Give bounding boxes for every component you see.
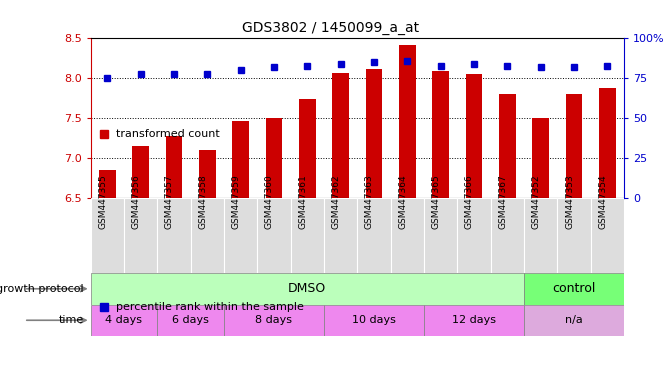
FancyBboxPatch shape <box>224 198 257 273</box>
Bar <box>299 99 315 198</box>
Text: GSM447353: GSM447353 <box>565 174 574 229</box>
FancyBboxPatch shape <box>590 198 624 273</box>
Bar <box>91 273 524 305</box>
Text: GSM447354: GSM447354 <box>599 175 607 229</box>
Text: GSM447365: GSM447365 <box>431 174 441 229</box>
Text: GSM447362: GSM447362 <box>331 175 341 229</box>
FancyBboxPatch shape <box>324 198 357 273</box>
Bar <box>524 305 624 336</box>
Text: percentile rank within the sample: percentile rank within the sample <box>116 302 304 312</box>
Text: time: time <box>58 315 84 325</box>
Bar <box>532 118 549 198</box>
Bar <box>157 305 224 336</box>
Text: GSM447357: GSM447357 <box>165 174 174 229</box>
Text: GSM447355: GSM447355 <box>98 174 107 229</box>
Text: 4 days: 4 days <box>105 315 142 325</box>
Text: growth protocol: growth protocol <box>0 284 84 294</box>
Bar <box>566 94 582 198</box>
Bar <box>91 305 157 336</box>
FancyBboxPatch shape <box>424 198 458 273</box>
Text: 6 days: 6 days <box>172 315 209 325</box>
Text: n/a: n/a <box>565 315 583 325</box>
FancyBboxPatch shape <box>291 198 324 273</box>
FancyBboxPatch shape <box>491 198 524 273</box>
FancyBboxPatch shape <box>157 198 191 273</box>
Text: GSM447359: GSM447359 <box>231 174 241 229</box>
Text: GSM447366: GSM447366 <box>465 174 474 229</box>
Bar <box>424 305 524 336</box>
FancyBboxPatch shape <box>458 198 491 273</box>
Text: GSM447361: GSM447361 <box>299 174 307 229</box>
Bar <box>432 71 449 198</box>
Text: GSM447364: GSM447364 <box>399 175 407 229</box>
Bar <box>266 118 282 198</box>
Text: GSM447352: GSM447352 <box>531 175 541 229</box>
FancyBboxPatch shape <box>357 198 391 273</box>
Bar <box>224 305 324 336</box>
FancyBboxPatch shape <box>257 198 291 273</box>
FancyBboxPatch shape <box>191 198 224 273</box>
Bar <box>524 273 624 305</box>
Text: GSM447363: GSM447363 <box>365 174 374 229</box>
Bar <box>366 69 382 198</box>
Text: 12 days: 12 days <box>452 315 496 325</box>
FancyBboxPatch shape <box>558 198 590 273</box>
Text: DMSO: DMSO <box>288 282 326 295</box>
Text: GSM447358: GSM447358 <box>198 174 207 229</box>
Bar <box>599 88 616 198</box>
Text: GSM447356: GSM447356 <box>132 174 141 229</box>
Text: GSM447360: GSM447360 <box>265 174 274 229</box>
Bar <box>466 74 482 198</box>
Title: GDS3802 / 1450099_a_at: GDS3802 / 1450099_a_at <box>242 21 419 35</box>
Bar <box>166 136 183 198</box>
Text: control: control <box>552 282 596 295</box>
Text: transformed count: transformed count <box>116 129 220 139</box>
Bar <box>499 94 516 198</box>
FancyBboxPatch shape <box>391 198 424 273</box>
Bar <box>132 146 149 198</box>
Bar <box>399 45 415 198</box>
Bar <box>332 73 349 198</box>
FancyBboxPatch shape <box>91 198 124 273</box>
Bar <box>199 150 215 198</box>
FancyBboxPatch shape <box>524 198 558 273</box>
Text: 10 days: 10 days <box>352 315 396 325</box>
Text: GSM447367: GSM447367 <box>499 174 507 229</box>
Text: 8 days: 8 days <box>256 315 293 325</box>
Bar <box>324 305 424 336</box>
FancyBboxPatch shape <box>124 198 157 273</box>
Bar <box>232 121 249 198</box>
Bar <box>99 170 115 198</box>
